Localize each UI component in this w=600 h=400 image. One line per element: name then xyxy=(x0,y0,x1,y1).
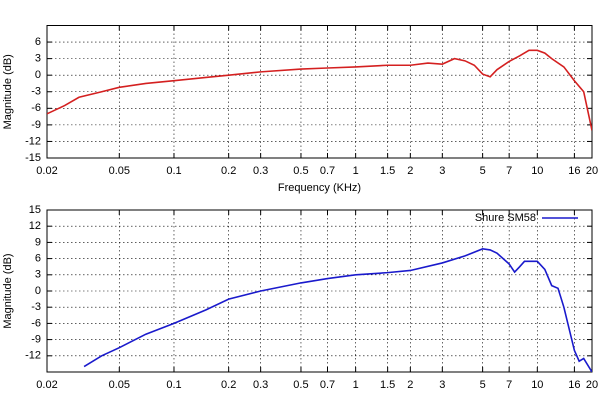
y-tick-label: 12 xyxy=(29,220,41,232)
x-tick-label: 3 xyxy=(439,165,445,177)
x-tick-label: 0.2 xyxy=(221,379,236,391)
x-tick-label: 0.2 xyxy=(221,165,236,177)
y-tick-label: -6 xyxy=(31,317,41,329)
x-tick-label: 1.5 xyxy=(380,165,395,177)
legend-label: Shure SM58 xyxy=(475,212,536,224)
x-axis-label: Frequency (KHz) xyxy=(278,182,361,194)
x-tick-label: 20 xyxy=(586,165,598,177)
data-line xyxy=(83,248,592,372)
x-tick-label: 0.02 xyxy=(36,165,57,177)
y-tick-label: 6 xyxy=(35,36,41,48)
y-tick-label: -3 xyxy=(31,301,41,313)
y-tick-label: 6 xyxy=(35,253,41,265)
y-tick-label: 0 xyxy=(35,285,41,297)
y-tick-label: 0 xyxy=(35,69,41,81)
y-tick-label: -12 xyxy=(25,135,41,147)
y-tick-label: 3 xyxy=(35,53,41,65)
x-tick-label: 5 xyxy=(480,379,486,391)
x-tick-label: 1.5 xyxy=(380,379,395,391)
x-tick-label: 7 xyxy=(506,379,512,391)
x-tick-label: 1 xyxy=(353,165,359,177)
x-tick-label: 2 xyxy=(407,379,413,391)
y-axis-label: Magnitude (dB) xyxy=(2,253,14,328)
x-tick-label: 0.05 xyxy=(109,165,130,177)
x-tick-label: 0.7 xyxy=(320,379,335,391)
x-tick-label: 20 xyxy=(586,379,598,391)
plot-frame xyxy=(46,25,593,159)
x-tick-label: 0.1 xyxy=(166,165,181,177)
x-tick-label: 7 xyxy=(506,165,512,177)
x-tick-label: 0.3 xyxy=(253,165,268,177)
x-tick-label: 0.1 xyxy=(166,379,181,391)
x-tick-label: 0.05 xyxy=(109,379,130,391)
y-tick-label: -9 xyxy=(31,334,41,346)
y-tick-label: -9 xyxy=(31,119,41,131)
x-tick-label: 1 xyxy=(353,379,359,391)
y-tick-label: 15 xyxy=(29,204,41,216)
x-tick-label: 2 xyxy=(407,165,413,177)
x-tick-label: 0.7 xyxy=(320,165,335,177)
y-tick-label: -15 xyxy=(25,152,41,164)
y-tick-label: -6 xyxy=(31,102,41,114)
x-tick-label: 0.02 xyxy=(36,379,57,391)
x-tick-label: 16 xyxy=(568,379,580,391)
x-tick-label: 10 xyxy=(531,379,543,391)
y-tick-label: -12 xyxy=(25,350,41,362)
y-tick-label: 3 xyxy=(35,269,41,281)
x-tick-label: 3 xyxy=(439,379,445,391)
plot-frame xyxy=(46,209,593,373)
y-tick-label: -3 xyxy=(31,86,41,98)
x-tick-label: 16 xyxy=(568,165,580,177)
x-tick-label: 5 xyxy=(480,165,486,177)
data-line xyxy=(47,49,592,131)
x-tick-label: 10 xyxy=(531,165,543,177)
x-tick-label: 0.3 xyxy=(253,379,268,391)
x-tick-label: 0.5 xyxy=(293,379,308,391)
y-tick-label: 9 xyxy=(35,236,41,248)
x-tick-label: 0.5 xyxy=(293,165,308,177)
y-axis-label: Magnitude (dB) xyxy=(2,54,14,129)
